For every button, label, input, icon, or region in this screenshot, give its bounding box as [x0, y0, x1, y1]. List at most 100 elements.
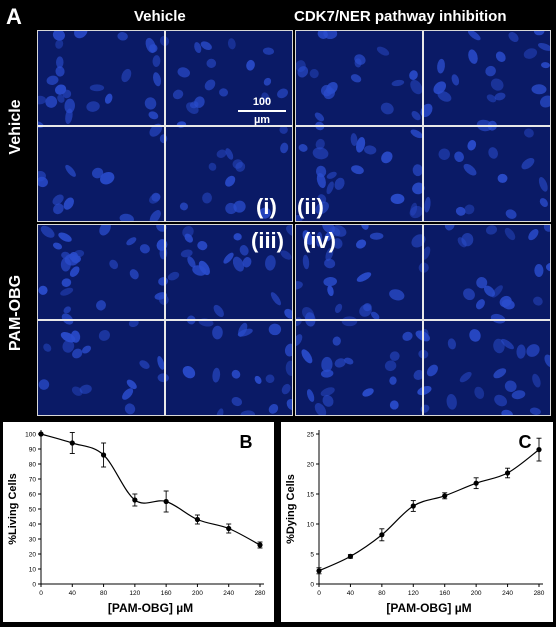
x-tick-label: 240 [502, 590, 513, 597]
nucleus [57, 94, 65, 103]
nucleus [117, 32, 128, 41]
nucleus [451, 74, 460, 86]
panel-a-letter: A [6, 4, 22, 29]
nucleus [475, 299, 485, 310]
nucleus [167, 271, 180, 281]
nucleus [315, 138, 325, 150]
y-tick-label: 20 [307, 462, 315, 469]
nucleus [246, 59, 255, 71]
nucleus [511, 390, 526, 400]
nucleus [364, 145, 377, 155]
y-tick-label: 90 [29, 447, 37, 454]
nucleus [505, 209, 517, 219]
nucleus [463, 288, 475, 301]
nucleus [225, 202, 237, 215]
nucleus [265, 255, 276, 271]
nucleus [268, 403, 279, 414]
data-point [473, 480, 479, 486]
nucleus [464, 204, 475, 215]
nucleus [61, 278, 72, 287]
nucleus [306, 389, 315, 402]
nucleus [200, 41, 212, 51]
nucleus [317, 194, 327, 204]
nucleus [356, 137, 366, 153]
y-tick-label: 0 [310, 582, 314, 589]
nucleus [315, 201, 329, 215]
nucleus [126, 379, 137, 390]
nucleus [474, 386, 485, 399]
nucleus [467, 139, 477, 151]
nucleus [326, 82, 338, 94]
nucleus [320, 369, 334, 378]
y-axis-label: %Living Cells [7, 473, 19, 545]
nucleus [410, 79, 423, 95]
nucleus [533, 296, 543, 306]
column-header-vehicle: Vehicle [134, 8, 186, 25]
nucleus [172, 89, 184, 100]
nucleus [240, 410, 255, 415]
nucleus [79, 384, 92, 394]
nucleus [302, 254, 310, 270]
nucleus [454, 151, 464, 163]
nucleus [65, 164, 76, 177]
y-tick-label: 100 [25, 432, 36, 439]
nucleus [463, 163, 477, 176]
nucleus [459, 371, 472, 383]
nucleus [437, 58, 445, 74]
nucleus [316, 231, 323, 247]
nucleus [324, 231, 334, 242]
y-tick-label: 5 [310, 552, 314, 559]
data-point [69, 440, 75, 446]
panel-c-box: 0 5 10 15 20 25 0 40 80 120 160 200 240 280 [PAM-OBG] … [279, 420, 555, 624]
data-point [347, 553, 354, 559]
nucleus [182, 226, 194, 238]
nucleus [99, 225, 111, 236]
nucleus [122, 388, 134, 400]
nucleus [216, 408, 224, 415]
nucleus [151, 192, 161, 202]
nucleus [362, 388, 374, 397]
data-point [226, 525, 232, 532]
scale-bar: 100 µm [238, 96, 286, 126]
nucleus [139, 360, 150, 370]
nucleus [495, 51, 506, 62]
nucleus [297, 66, 309, 78]
nucleus [332, 225, 347, 237]
nucleus [312, 147, 329, 160]
nucleus [280, 142, 289, 154]
data-point [410, 503, 416, 509]
nucleus [332, 238, 343, 249]
nucleus [485, 65, 496, 77]
nucleus [468, 49, 478, 64]
row-header-pam-obg: PAM-OBG [7, 274, 24, 352]
nucleus [424, 196, 431, 213]
x-tick-label: 0 [317, 590, 321, 597]
nucleus [104, 93, 113, 104]
nucleus [461, 232, 474, 247]
nucleus [197, 241, 208, 251]
x-tick-label: 280 [534, 590, 545, 597]
x-tick-label: 240 [223, 590, 234, 597]
nucleus [298, 144, 308, 152]
nucleus [63, 306, 71, 314]
data-point [100, 452, 107, 458]
panel-b-box: 0 10 20 30 40 50 60 70 80 90 100 0 40 80 120 160 200 240 2… [1, 420, 276, 624]
nucleus [344, 357, 354, 365]
nucleus [411, 234, 426, 248]
nucleus [144, 97, 157, 110]
nucleus [38, 95, 47, 105]
nucleus [53, 203, 64, 215]
y-tick-label: 15 [307, 492, 315, 499]
x-tick-label: 40 [347, 590, 355, 597]
micrograph-pamobg-inhibition [295, 224, 551, 416]
panel-a: A Vehicle CDK7/NER pathway inhibition Ve… [6, 4, 551, 416]
nucleus [72, 348, 83, 359]
nucleus [139, 244, 150, 254]
nucleus [438, 148, 450, 160]
nucleus [309, 68, 319, 79]
nucleus [376, 46, 390, 56]
nucleus [301, 349, 313, 364]
quadrant-label-iv: (iv) [303, 228, 336, 253]
nucleus [46, 75, 59, 85]
nucleus [38, 285, 48, 295]
